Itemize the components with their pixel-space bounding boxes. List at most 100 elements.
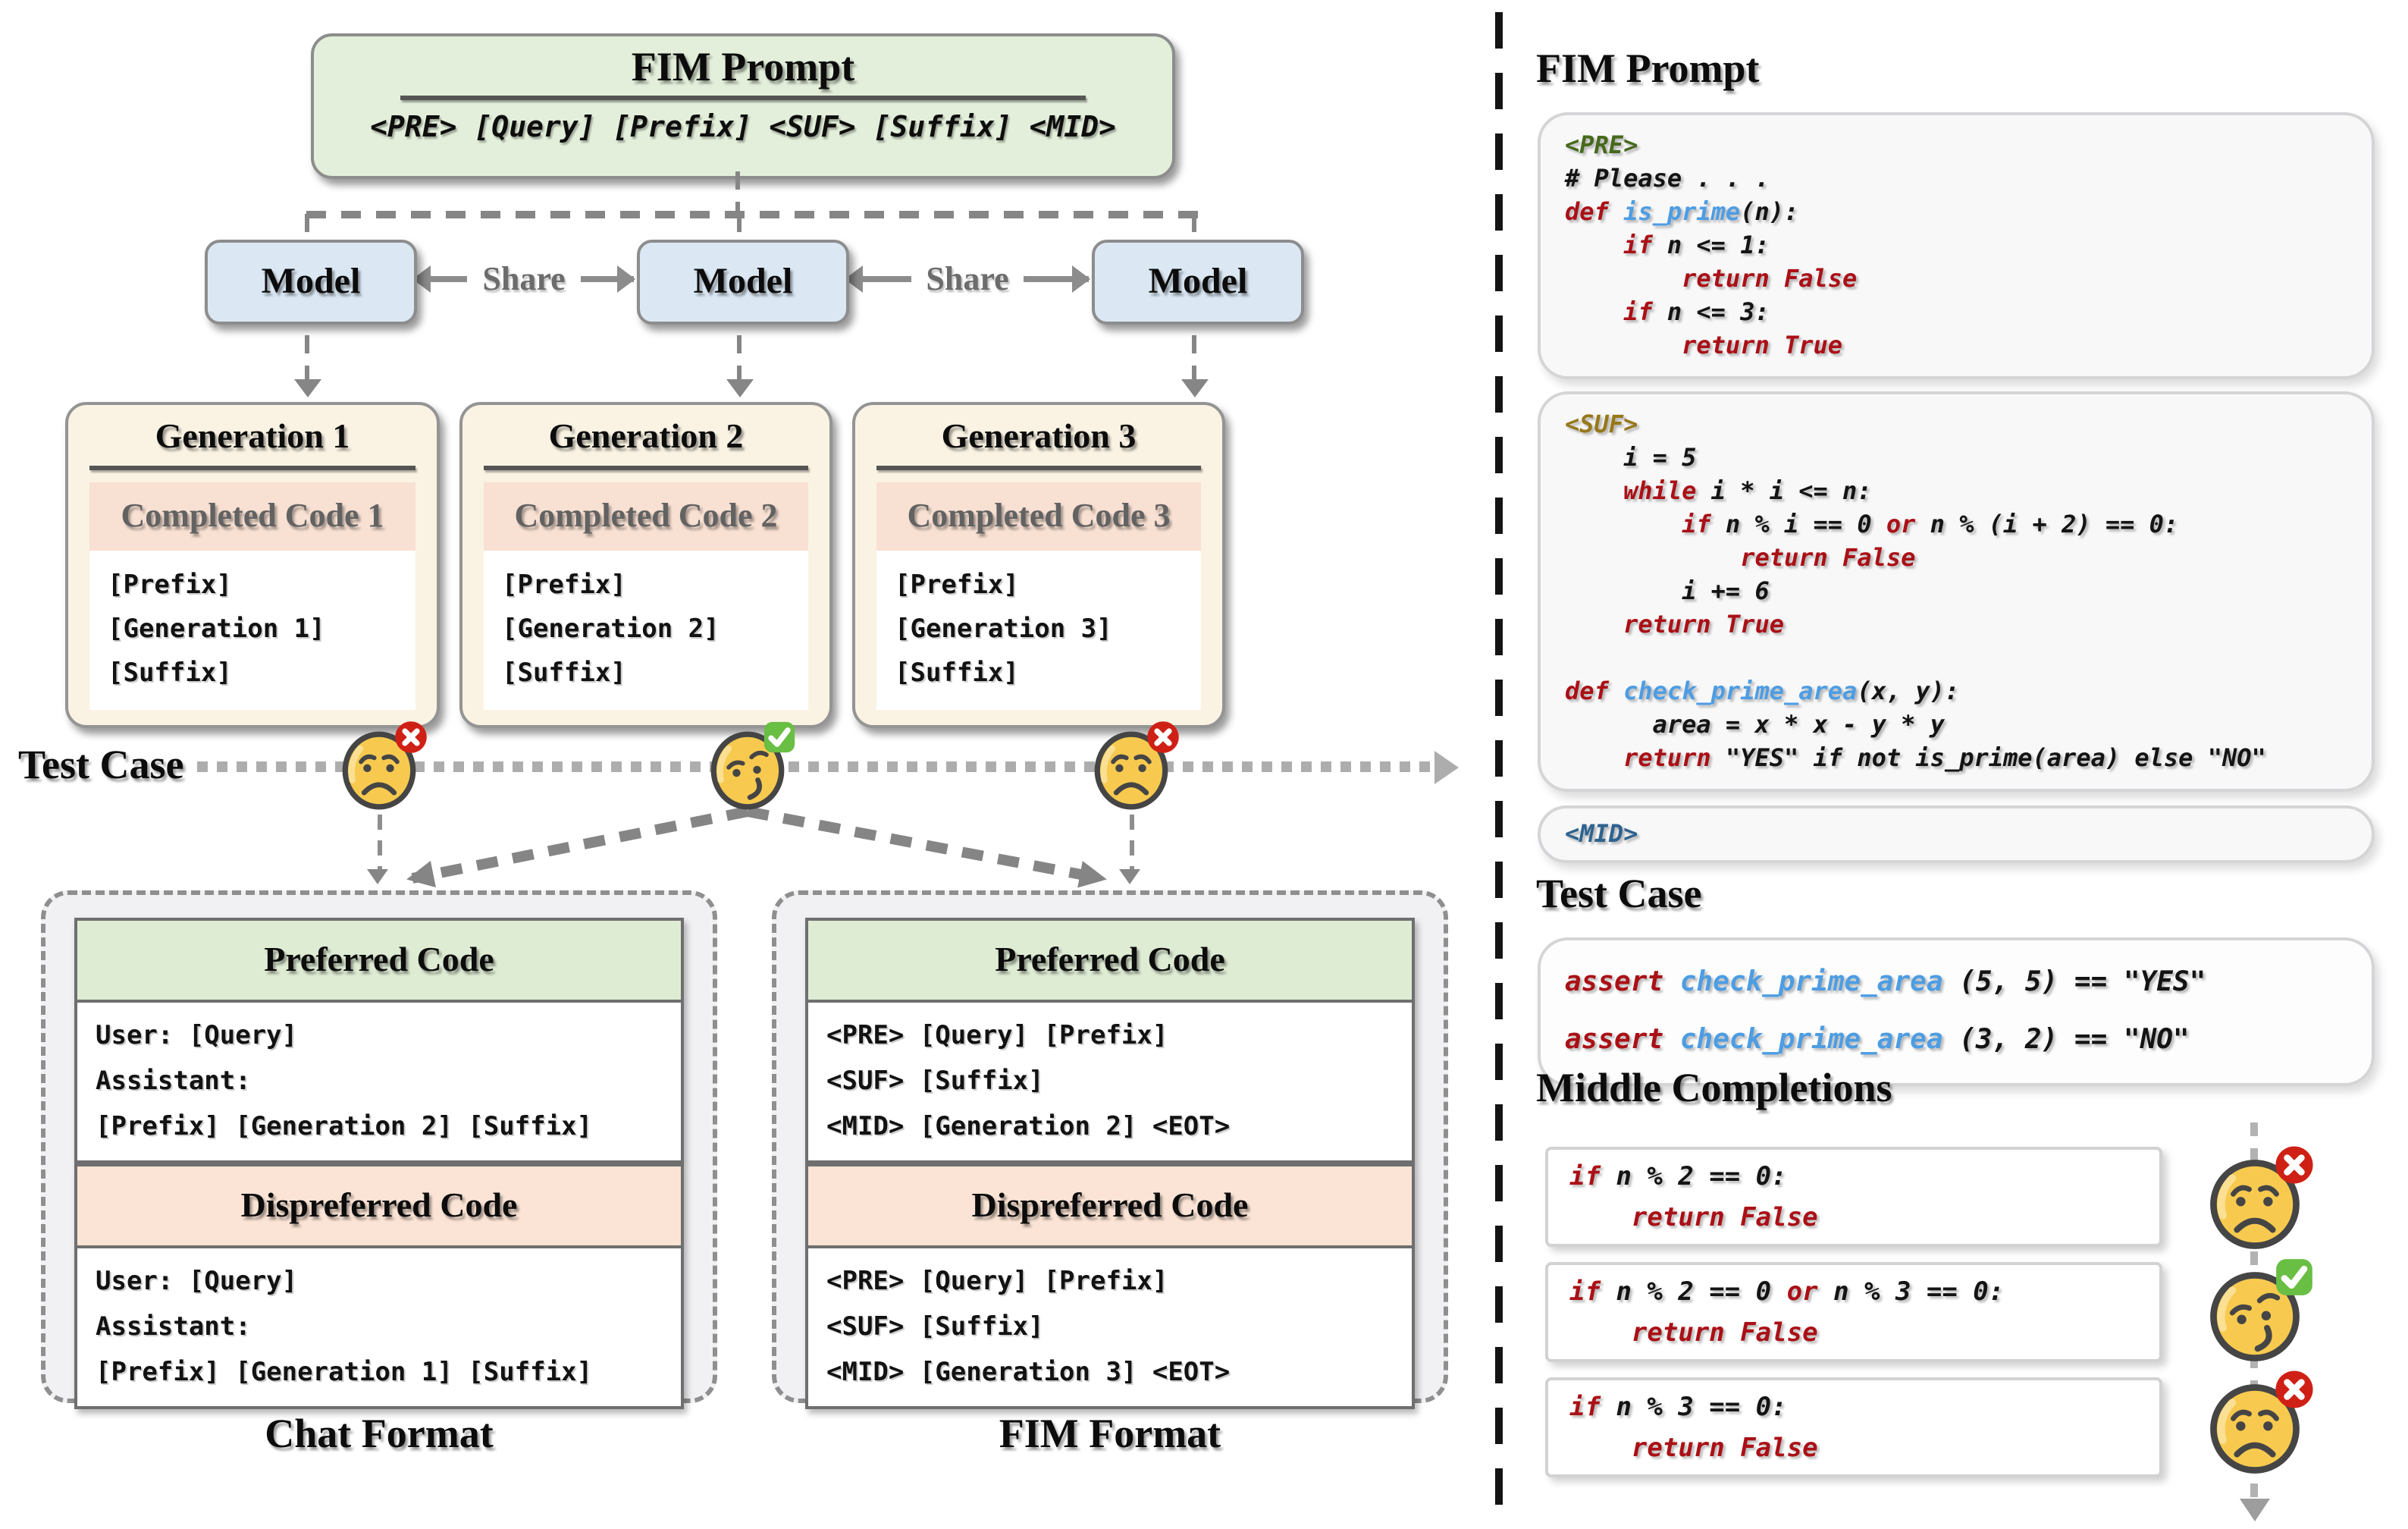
- code-line: if n % 2 == 0:: [1569, 1162, 1787, 1192]
- preferred-code-title: Preferred Code: [264, 940, 494, 978]
- code-line: [Generation 1]: [108, 614, 325, 645]
- connector-horizontal-bus: [306, 211, 1198, 218]
- code-line: # Please . . .: [1565, 164, 1770, 193]
- completion2-smirk-emoji-icon: [2208, 1259, 2312, 1364]
- generation-title: Generation 2: [548, 417, 744, 455]
- preferred-code-body: User: [Query] Assistant: [Prefix] [Gener…: [77, 1003, 681, 1160]
- fim-prompt-box: FIM Prompt <PRE> [Query] [Prefix] <SUF> …: [311, 33, 1175, 179]
- model-box-3: Model: [1092, 240, 1304, 325]
- code-line: return False: [1682, 264, 1858, 293]
- code-line: i += 6: [1565, 576, 1770, 605]
- generation-rule: [484, 466, 808, 470]
- code-line: [Prefix]: [108, 570, 232, 601]
- code-line: return False: [1631, 1433, 1818, 1464]
- dispreferred-code-title: Dispreferred Code: [971, 1186, 1249, 1224]
- right-fim-prompt-heading: FIM Prompt: [1536, 46, 1760, 91]
- completed-code-header: Completed Code 2: [484, 482, 808, 551]
- code-line: if n % i == 0 or n % (i + 2) == 0:: [1682, 510, 2179, 538]
- code-line: Assistant:: [96, 1312, 251, 1342]
- fail-badge-icon: [2275, 1370, 2313, 1408]
- code-line: [Suffix]: [502, 658, 626, 689]
- code-line: [Prefix] [Generation 1] [Suffix]: [96, 1358, 593, 1388]
- code-line: <PRE>: [1565, 130, 1638, 159]
- fail-badge-icon: [395, 721, 427, 753]
- fim-format-container: Preferred Code <PRE> [Query] [Prefix] <S…: [772, 890, 1448, 1409]
- code-line: User: [Query]: [96, 1267, 298, 1297]
- code-line: return False: [1631, 1203, 1818, 1233]
- gen3-sad-emoji-icon: [1092, 721, 1179, 812]
- suf-code-block: <SUF> i = 5 while i * i <= n: if n % i =…: [1538, 391, 2375, 792]
- fim-dispreferred-box: Dispreferred Code <PRE> [Query] [Prefix]…: [805, 1163, 1415, 1409]
- generation-rule: [89, 466, 415, 470]
- middle-completions-heading: Middle Completions: [1536, 1065, 1892, 1110]
- code-line: while i * i <= n:: [1623, 476, 1872, 505]
- arrowhead-fim-icon: [1119, 869, 1140, 884]
- preferred-code-title: Preferred Code: [995, 940, 1225, 978]
- code-line: [Prefix]: [895, 570, 1019, 601]
- mid-code-block: <MID>: [1538, 805, 2375, 863]
- code-line: [Suffix]: [895, 658, 1019, 689]
- dispreferred-code-body: User: [Query] Assistant: [Prefix] [Gener…: [77, 1248, 681, 1406]
- chat-format-caption: Chat Format: [265, 1411, 494, 1456]
- arrowhead-gen3-icon: [1181, 379, 1209, 397]
- generation-box-3: Generation 3 Completed Code 3 [Prefix] […: [852, 402, 1225, 728]
- fim-prompt-box-rule: [400, 96, 1086, 100]
- code-line: <PRE> [Query] [Prefix]: [826, 1267, 1168, 1297]
- completion-box-1: if n % 2 == 0: return False: [1545, 1147, 2162, 1247]
- completed-code-header: Completed Code 1: [89, 482, 415, 551]
- fim-format-caption: FIM Format: [999, 1411, 1221, 1456]
- model-label: Model: [261, 262, 361, 301]
- code-line: assert check_prime_area (5, 5) == "YES": [1565, 966, 2206, 998]
- completion1-sad-emoji-icon: [2208, 1146, 2313, 1251]
- fim-prompt-box-title: FIM Prompt: [631, 44, 855, 89]
- completed-code-label: Completed Code 3: [907, 496, 1171, 535]
- pass-badge-icon: [763, 721, 795, 753]
- code-line: <MID> [Generation 3] <EOT>: [826, 1358, 1231, 1388]
- pass-badge-icon: [2276, 1259, 2312, 1295]
- completion-box-3: if n % 3 == 0: return False: [1545, 1377, 2162, 1477]
- dispreferred-code-title: Dispreferred Code: [240, 1186, 518, 1224]
- fail-badge-icon: [2275, 1146, 2313, 1184]
- share-label: Share: [482, 259, 566, 297]
- share-arrow-right-icon: [1024, 265, 1090, 293]
- chat-preferred-box: Preferred Code User: [Query] Assistant: …: [74, 918, 684, 1163]
- code-line: return False: [1631, 1318, 1818, 1348]
- completion3-sad-emoji-icon: [2208, 1370, 2313, 1476]
- completed-code-body: [Prefix] [Generation 3] [Suffix]: [876, 551, 1201, 710]
- code-line: [1565, 642, 2347, 675]
- gen2-smirk-emoji-icon: [708, 721, 795, 812]
- fim-prompt-template: <PRE> [Query] [Prefix] <SUF> [Suffix] <M…: [370, 111, 1116, 144]
- share-label: Share: [926, 259, 1009, 297]
- completed-code-label: Completed Code 1: [121, 496, 384, 535]
- generation-title: Generation 3: [941, 417, 1137, 455]
- connector-fimprompt-down: [735, 171, 740, 214]
- model-box-2: Model: [637, 240, 849, 325]
- generation-box-1: Generation 1 Completed Code 1 [Prefix] […: [65, 402, 440, 728]
- generation-rule: [876, 466, 1201, 470]
- model-label: Model: [1148, 262, 1248, 301]
- completions-flow-arrowhead-icon: [2240, 1499, 2270, 1521]
- code-line: <MID>: [1565, 819, 1638, 848]
- code-line: <PRE> [Query] [Prefix]: [826, 1021, 1168, 1051]
- right-test-case-heading: Test Case: [1536, 871, 1702, 916]
- code-line: def check_prime_area(x, y):: [1565, 677, 1960, 705]
- code-line: [Suffix]: [108, 658, 232, 689]
- code-line: [Generation 2]: [502, 614, 720, 645]
- arrowhead-chat-icon: [367, 869, 388, 884]
- code-line: if n % 3 == 0:: [1569, 1392, 1787, 1423]
- code-line: <SUF> [Suffix]: [826, 1312, 1044, 1342]
- code-line: <SUF> [Suffix]: [826, 1066, 1044, 1097]
- code-line: <SUF>: [1565, 410, 1638, 438]
- completion-box-2: if n % 2 == 0 or n % 3 == 0: return Fals…: [1545, 1262, 2162, 1362]
- fim-preferred-box: Preferred Code <PRE> [Query] [Prefix] <S…: [805, 918, 1415, 1163]
- dispreferred-code-header: Dispreferred Code: [77, 1166, 681, 1248]
- panel-divider: [1495, 12, 1503, 1511]
- code-line: return True: [1623, 610, 1784, 639]
- dispreferred-code-body: <PRE> [Query] [Prefix] <SUF> [Suffix] <M…: [808, 1248, 1412, 1406]
- code-line: def is_prime(n):: [1565, 197, 1799, 226]
- chat-dispreferred-box: Dispreferred Code User: [Query] Assistan…: [74, 1163, 684, 1409]
- completed-code-body: [Prefix] [Generation 2] [Suffix]: [484, 551, 808, 710]
- fail-badge-icon: [1147, 721, 1179, 753]
- connector-emoji3-down: [1130, 815, 1133, 872]
